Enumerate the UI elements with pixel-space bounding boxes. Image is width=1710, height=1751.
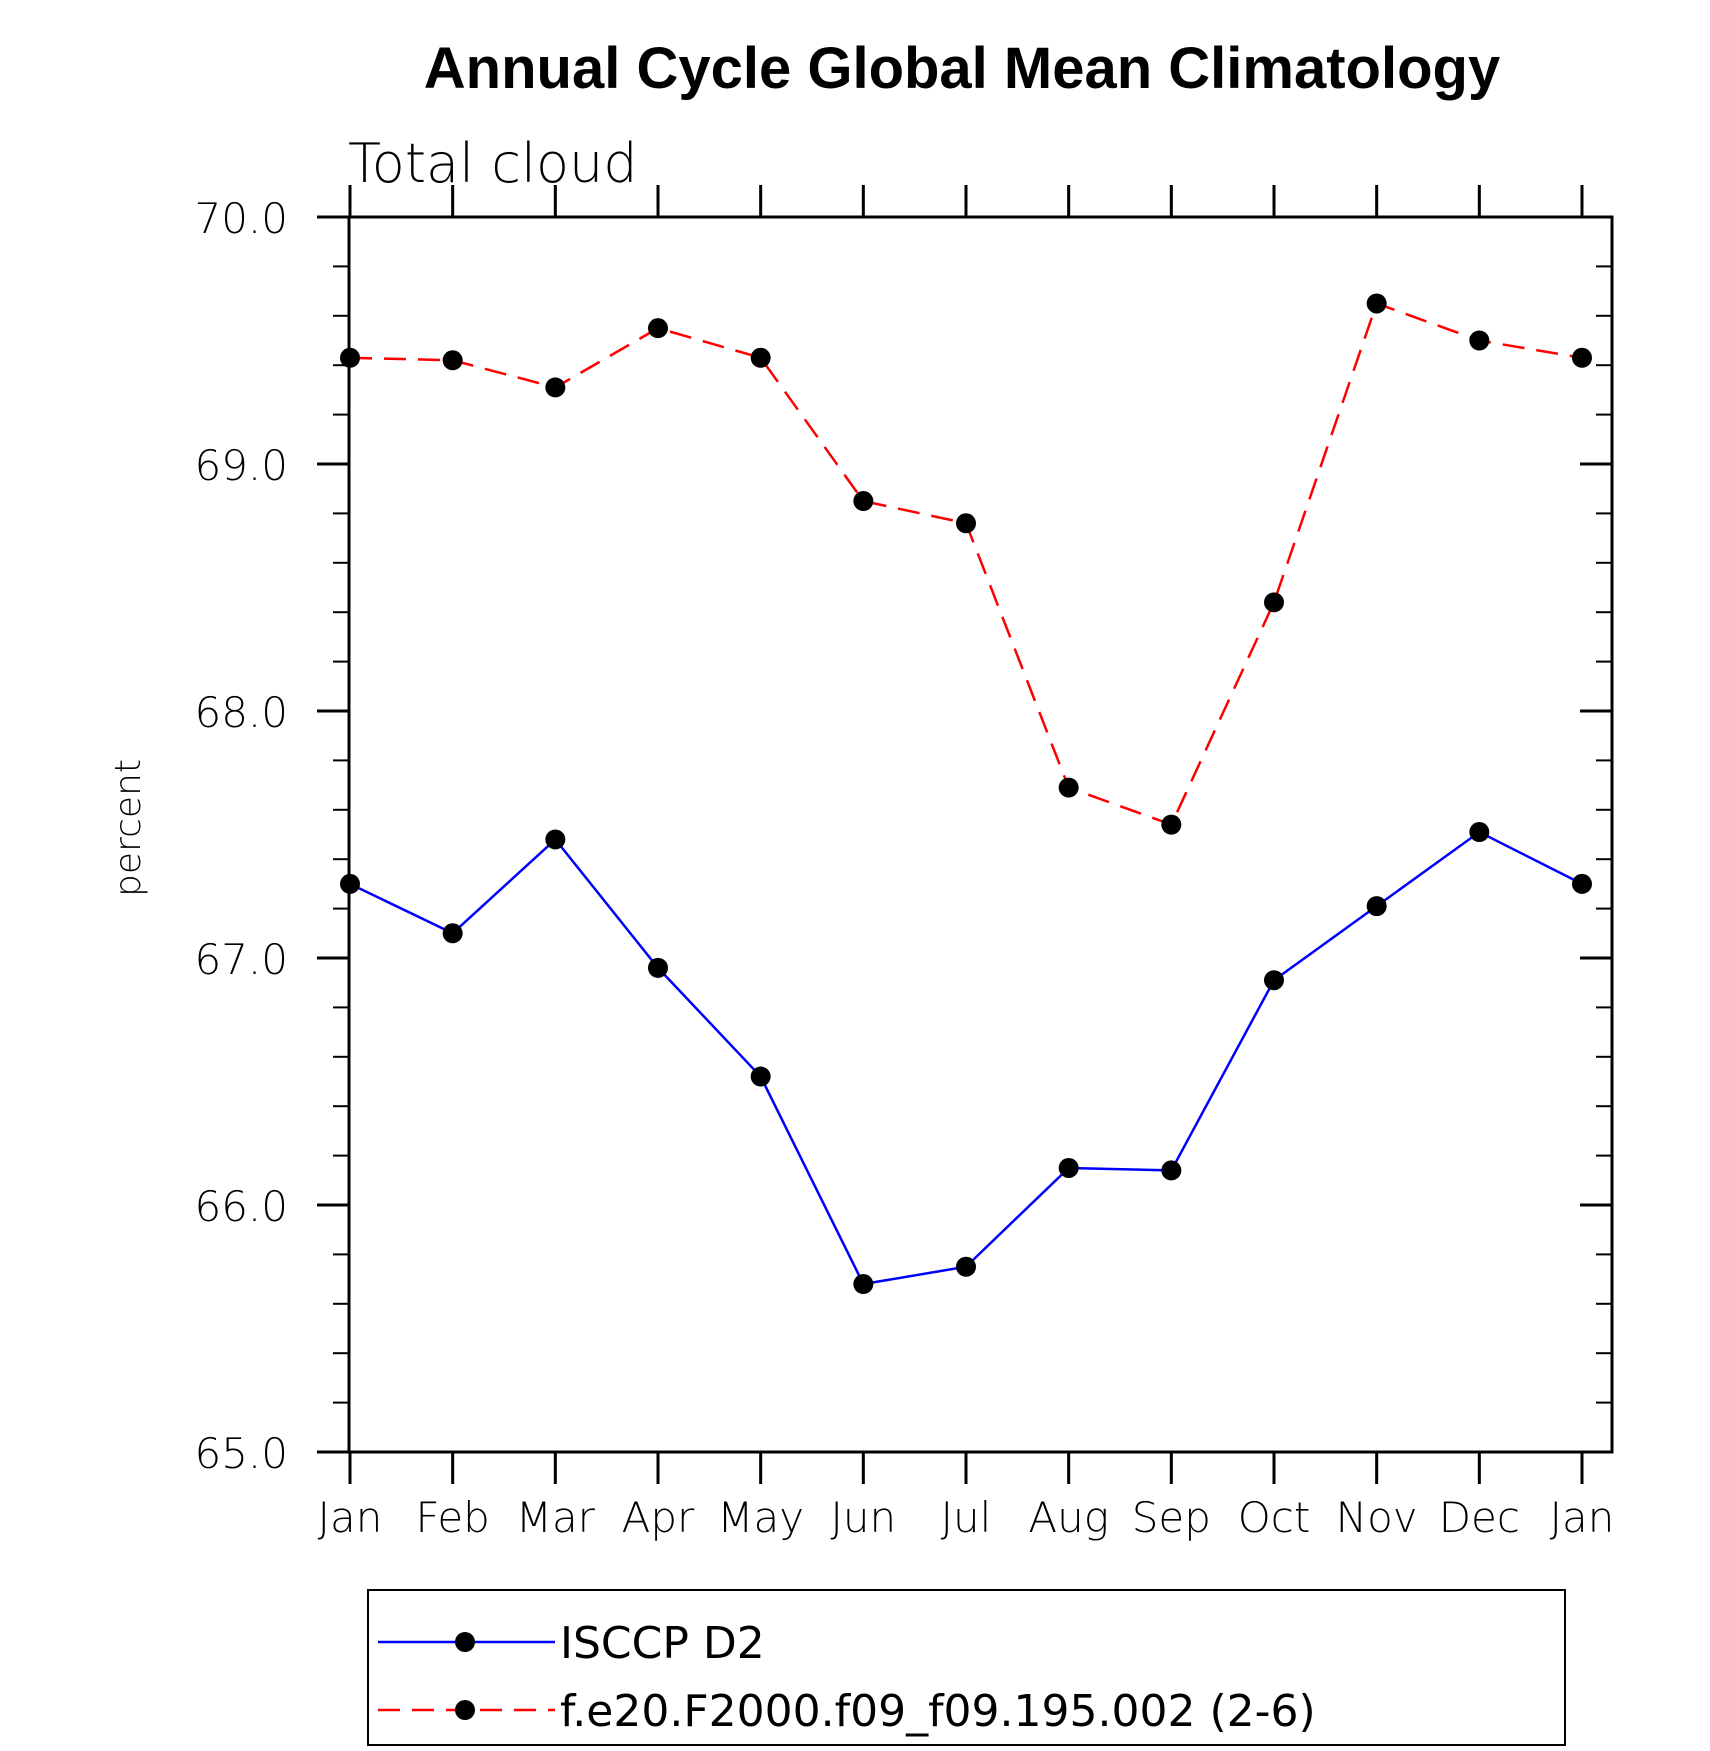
series-2-point <box>1366 293 1387 314</box>
series-2-point <box>1469 330 1490 351</box>
series-1-point <box>1469 822 1490 843</box>
y-tick-label: 66.0 <box>194 1182 288 1231</box>
series-2-point <box>1572 347 1592 368</box>
x-tick-label: Sep <box>1132 1493 1211 1542</box>
series-line-1 <box>349 830 1583 1286</box>
plot-axes: Jan Feb Mar Apr May Jun Jul Aug Sep Oct Nov Dec Jan 6… <box>194 185 1614 1542</box>
series-1-point <box>1572 873 1592 894</box>
series-2-point <box>750 347 771 368</box>
x-tick-label: Feb <box>415 1493 489 1542</box>
series-1-point <box>545 829 566 850</box>
series-2-point <box>545 377 566 398</box>
series-2-point <box>1058 777 1079 798</box>
series-2-point <box>1264 592 1284 613</box>
legend-label: ISCCP D2 <box>560 1618 765 1669</box>
x-tick-label: May <box>717 1493 804 1542</box>
series-2-point <box>853 491 874 512</box>
series-1-point <box>442 923 463 944</box>
y-tick-label: 65.0 <box>194 1429 288 1478</box>
x-tick-label: Jun <box>831 1493 897 1542</box>
x-tick-label: Nov <box>1336 1493 1418 1542</box>
y-tick-label: 68.0 <box>194 688 288 737</box>
series-2-point <box>442 350 463 371</box>
series-1-point <box>1366 896 1387 917</box>
legend: ISCCP D2 f.e20.F2000.f09_f09.195.002 (2-6… <box>367 1589 1566 1746</box>
series-2-point <box>1161 814 1182 835</box>
y-tick-label: 69.0 <box>194 441 288 490</box>
x-tick-label: Apr <box>622 1493 695 1542</box>
series-1-point <box>1264 970 1284 991</box>
x-tick-label: Mar <box>516 1493 596 1542</box>
series-1-point <box>340 873 360 894</box>
legend-swatch-marker <box>455 1700 475 1720</box>
series-1-point <box>750 1066 771 1087</box>
series-2-point <box>340 347 360 368</box>
chart-title: Annual Cycle Global Mean Climatology <box>424 36 1500 101</box>
x-tick-label: Dec <box>1439 1493 1520 1542</box>
series-line-2 <box>349 301 1583 827</box>
series-1-point <box>1161 1160 1182 1181</box>
y-tick-label: 70.0 <box>194 194 288 243</box>
series-1-point <box>648 957 668 978</box>
chart-subtitle: Total cloud <box>348 132 638 195</box>
y-tick-label: 67.0 <box>194 935 288 984</box>
series-2-point <box>648 318 668 339</box>
series-1-point <box>853 1274 874 1295</box>
x-tick-label: Aug <box>1028 1493 1109 1542</box>
x-tick-label: Oct <box>1238 1493 1311 1542</box>
series-1-point <box>956 1256 976 1277</box>
x-tick-label: Jan <box>318 1493 383 1542</box>
series-layer <box>340 293 1592 1295</box>
legend-swatch-marker <box>455 1632 475 1652</box>
y-axis-label: percent <box>108 759 149 897</box>
x-tick-label: Jul <box>941 1493 992 1542</box>
legend-label: f.e20.F2000.f09_f09.195.002 (2-6) <box>560 1686 1316 1737</box>
legend-box <box>367 1589 1566 1746</box>
plot-frame <box>347 215 1614 1454</box>
series-1-point <box>1058 1157 1079 1178</box>
series-2-point <box>956 513 976 534</box>
x-tick-label: Jan <box>1550 1493 1615 1542</box>
